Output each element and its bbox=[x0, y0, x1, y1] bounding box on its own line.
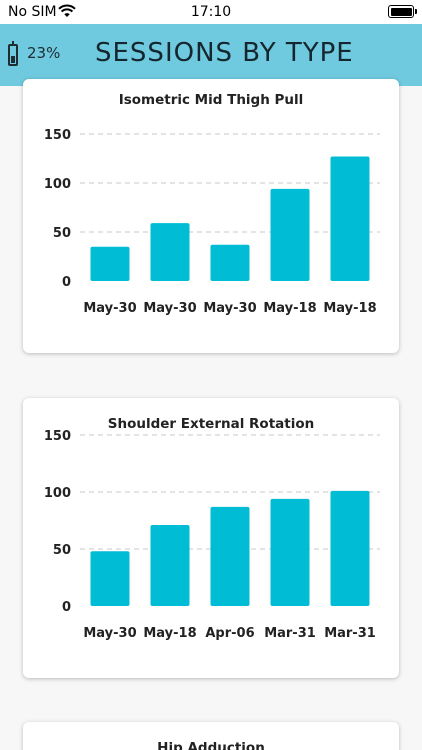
bar-chart: Hip Adduction bbox=[157, 740, 265, 750]
wifi-icon bbox=[58, 4, 76, 17]
bar[interactable] bbox=[270, 498, 310, 606]
carrier-label: No SIM bbox=[8, 4, 57, 20]
chart-card-hip-adduction[interactable]: Hip Adduction bbox=[23, 722, 399, 750]
bar[interactable] bbox=[210, 244, 250, 281]
x-tick-label: May-18 bbox=[263, 301, 316, 316]
clock: 17:10 bbox=[190, 4, 232, 20]
x-tick-label: Mar-31 bbox=[324, 626, 376, 641]
chart-card-shoulder-external-rotation[interactable]: Shoulder External Rotation 0 50 100 150 May-3… bbox=[23, 398, 399, 678]
x-tick-label: Mar-31 bbox=[264, 626, 316, 641]
bar[interactable] bbox=[210, 506, 250, 606]
x-tick-label: May-30 bbox=[83, 626, 136, 641]
x-tick-label: May-18 bbox=[323, 301, 376, 316]
x-tick-label: May-18 bbox=[143, 626, 196, 641]
y-tick-label: 100 bbox=[44, 177, 71, 192]
page-title: SESSIONS BY TYPE bbox=[95, 38, 354, 68]
y-tick-label: 150 bbox=[44, 429, 71, 444]
bar[interactable] bbox=[150, 223, 190, 281]
x-tick-label: May-30 bbox=[83, 301, 136, 316]
chart-card-isometric-mid-thigh-pull[interactable]: Isometric Mid Thigh Pull 0 50 100 150 May-30 M… bbox=[23, 79, 399, 353]
y-tick-label: 50 bbox=[53, 226, 71, 241]
bar[interactable] bbox=[150, 525, 190, 606]
y-tick-label: 50 bbox=[53, 543, 71, 558]
chart-title: Hip Adduction bbox=[157, 740, 265, 750]
battery-percent: 23% bbox=[27, 44, 61, 62]
bar-chart: Shoulder External Rotation 0 50 100 150 May-3… bbox=[44, 416, 380, 641]
chart-title: Shoulder External Rotation bbox=[108, 416, 314, 432]
bar[interactable] bbox=[330, 490, 370, 606]
app-header: 23% SESSIONS BY TYPE bbox=[0, 24, 422, 86]
x-tick-label: May-30 bbox=[143, 301, 196, 316]
bar[interactable] bbox=[90, 551, 130, 606]
bar[interactable] bbox=[270, 188, 310, 281]
y-tick-label: 0 bbox=[62, 600, 71, 615]
chart-title: Isometric Mid Thigh Pull bbox=[119, 92, 304, 108]
y-tick-label: 100 bbox=[44, 486, 71, 501]
status-bar: No SIM 17:10 bbox=[0, 0, 422, 24]
x-tick-label: May-30 bbox=[203, 301, 256, 316]
bar-chart: Isometric Mid Thigh Pull 0 50 100 150 May-30 M… bbox=[44, 92, 380, 316]
battery-icon bbox=[388, 5, 417, 18]
y-tick-label: 150 bbox=[44, 128, 71, 143]
y-tick-label: 0 bbox=[62, 275, 71, 290]
x-tick-label: Apr-06 bbox=[205, 626, 254, 641]
bar[interactable] bbox=[330, 156, 370, 281]
bar[interactable] bbox=[90, 246, 130, 281]
battery-icon bbox=[8, 41, 18, 66]
